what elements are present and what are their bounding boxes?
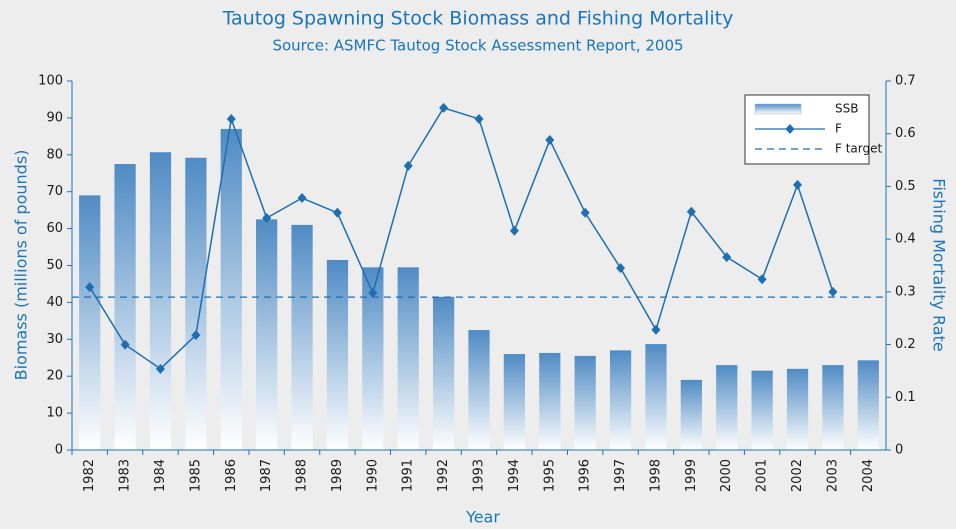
bar (256, 219, 278, 450)
marker (262, 213, 272, 224)
x-tick-label: 1984 (153, 459, 168, 492)
marker (828, 286, 838, 297)
marker (155, 363, 165, 374)
y2-tick-label: 0.4 (895, 232, 916, 247)
bar (326, 259, 349, 450)
chart-subtitle: Source: ASMFC Tautog Stock Assessment Re… (272, 37, 683, 55)
x-tick-label: 1986 (224, 459, 239, 492)
y-tick-label: 0 (55, 443, 63, 458)
x-tick-label: 1998 (648, 459, 663, 492)
marker (191, 330, 201, 341)
y-tick-label: 70 (46, 184, 63, 199)
bar (291, 224, 313, 450)
legend-marker (785, 124, 795, 134)
y2-tick-label: 0.3 (895, 284, 916, 299)
bar (645, 344, 667, 450)
bar (786, 368, 809, 450)
x-axis-title: Year (465, 508, 500, 527)
x-tick-label: 1983 (118, 459, 133, 492)
marker (757, 274, 767, 285)
x-tick-label: 2004 (861, 459, 876, 492)
x-tick-label: 1982 (82, 459, 97, 492)
bar (680, 379, 702, 450)
bar (432, 296, 455, 450)
marker (474, 113, 484, 124)
marker (651, 324, 661, 335)
y-tick-label: 10 (46, 406, 63, 421)
bar (609, 350, 632, 450)
legend-label: SSB (835, 102, 858, 116)
x-tick-label: 1997 (613, 459, 628, 492)
y-tick-label: 90 (46, 110, 63, 125)
bar (185, 157, 207, 450)
bar (503, 354, 526, 450)
y-tick-label: 30 (46, 332, 63, 347)
marker (545, 135, 555, 146)
bar (539, 352, 561, 450)
marker (580, 207, 590, 218)
legend-label: F target (835, 142, 882, 156)
x-tick-label: 2003 (825, 459, 840, 492)
marker (793, 179, 803, 190)
bar (220, 128, 242, 450)
y2-axis-title: Fishing Mortality Rate (930, 178, 949, 351)
marker (616, 263, 626, 274)
bar (468, 330, 490, 450)
x-tick-label: 1987 (259, 459, 274, 492)
x-tick-label: 1990 (365, 459, 380, 492)
y-tick-label: 100 (38, 74, 63, 89)
y2-tick-label: 0.5 (895, 179, 916, 194)
y2-tick-label: 0.6 (895, 126, 916, 141)
y-tick-label: 60 (46, 221, 63, 236)
marker (368, 287, 378, 298)
bar (79, 195, 101, 450)
bar (822, 365, 844, 450)
chart-title: Tautog Spawning Stock Biomass and Fishin… (222, 8, 734, 30)
x-tick-label: 1993 (472, 459, 487, 492)
x-tick-label: 1988 (295, 459, 310, 492)
x-tick-label: 2001 (755, 459, 770, 492)
x-tick-label: 2000 (719, 459, 734, 492)
x-tick-label: 1996 (578, 459, 593, 492)
legend-swatch (754, 103, 802, 115)
bar (716, 365, 738, 450)
marker (226, 113, 236, 124)
marker (332, 207, 342, 218)
y-tick-label: 50 (46, 258, 63, 273)
marker (722, 252, 732, 263)
x-tick-label: 2002 (790, 459, 805, 492)
line (89, 106, 834, 370)
bar (574, 355, 596, 450)
y-tick-label: 40 (46, 295, 63, 310)
y2-tick-label: 0.2 (895, 337, 916, 352)
y2-tick-label: 0.7 (895, 74, 916, 89)
y-tick-label: 20 (46, 369, 63, 384)
bar (397, 267, 419, 450)
y-axis-title: Biomass (millions of pounds) (12, 150, 31, 381)
marker (686, 206, 696, 217)
marker (509, 225, 519, 236)
x-tick-label: 1999 (684, 459, 699, 492)
bar (362, 267, 384, 450)
x-tick-label: 1994 (507, 459, 522, 492)
legend-label: F (835, 122, 842, 136)
x-tick-label: 1985 (188, 459, 203, 492)
bar (114, 164, 136, 450)
bar (857, 360, 879, 450)
bar (149, 152, 172, 451)
x-tick-label: 1995 (542, 459, 557, 492)
marker (439, 102, 449, 113)
marker (403, 160, 413, 171)
y2-tick-label: 0.1 (895, 390, 916, 405)
y2-tick-label: 0 (895, 443, 903, 458)
y-tick-label: 80 (46, 147, 63, 162)
x-tick-label: 1991 (401, 459, 416, 492)
bar (751, 370, 773, 450)
marker (85, 282, 95, 293)
x-tick-label: 1989 (330, 459, 345, 492)
x-tick-label: 1992 (436, 459, 451, 492)
marker (297, 193, 307, 204)
marker (120, 339, 130, 350)
